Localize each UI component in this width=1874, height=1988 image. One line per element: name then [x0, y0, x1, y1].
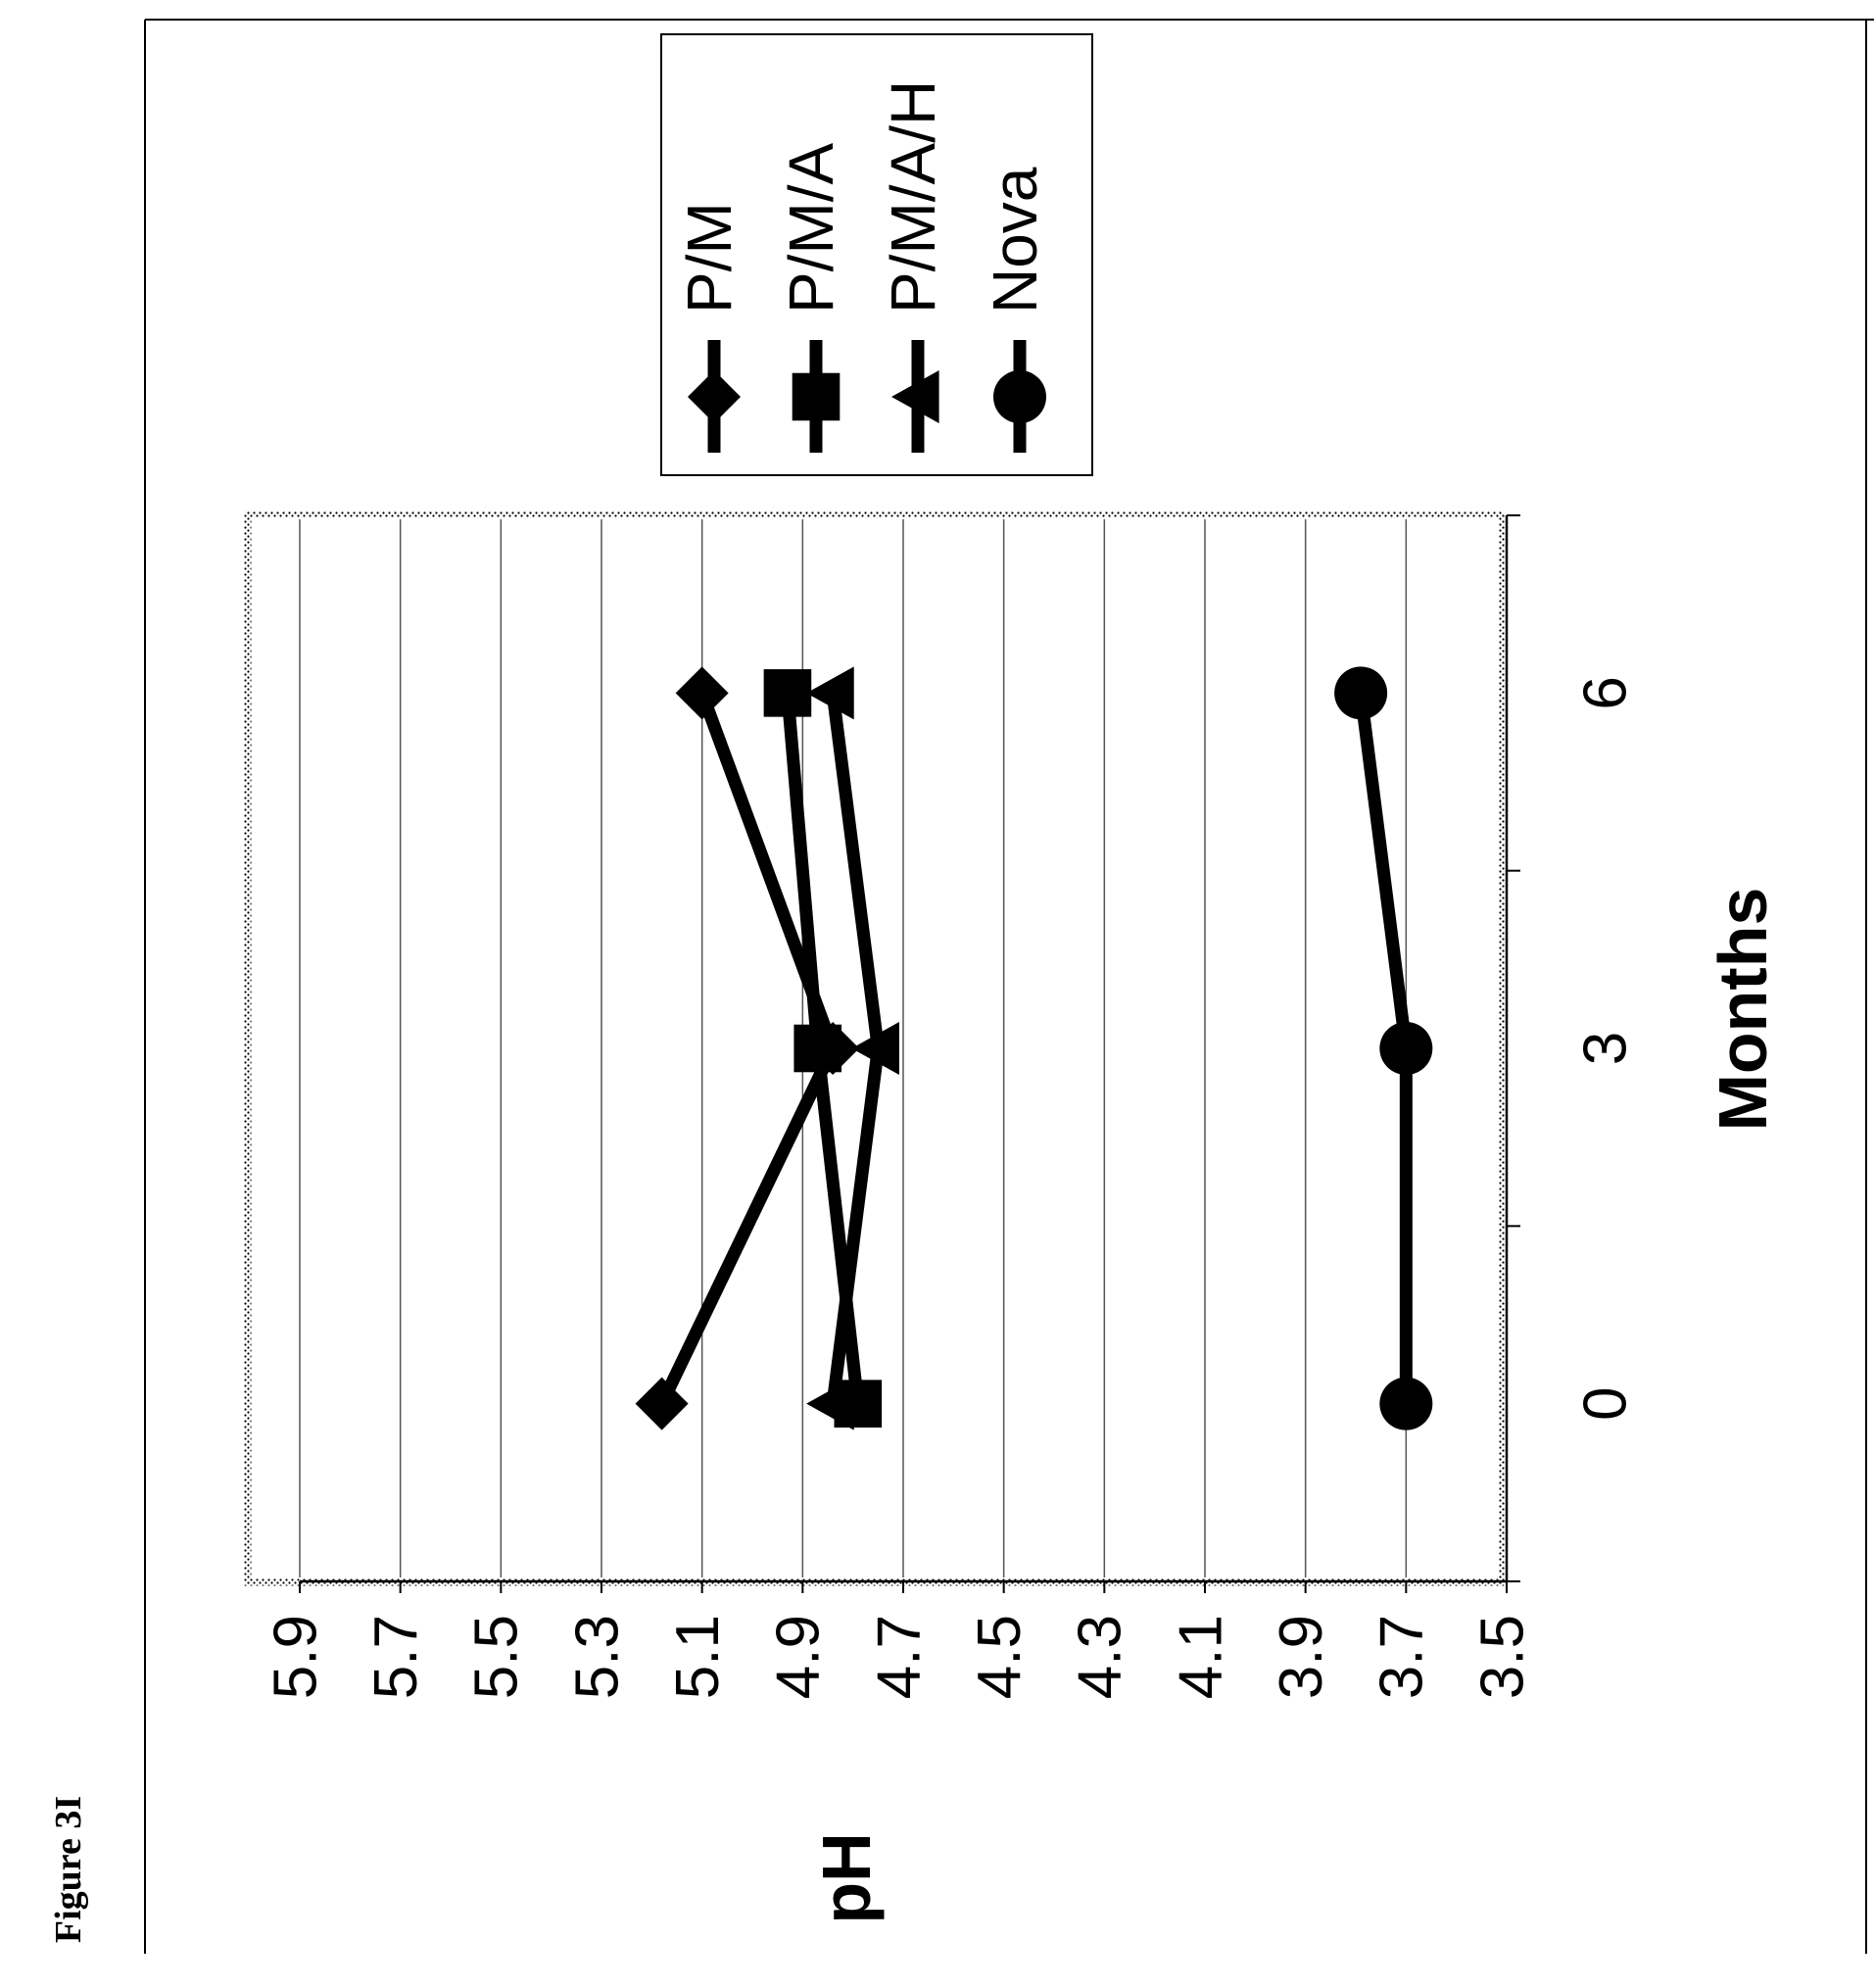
data-point-p-m-a-h	[806, 1377, 854, 1430]
data-point-nova	[1379, 1022, 1433, 1075]
data-point-p-m-a-h	[851, 1022, 899, 1075]
legend-item-p-m-a: P/M/A	[776, 142, 846, 453]
value-tick-label: 3.7	[1369, 1615, 1436, 1699]
value-tick-label: 3.5	[1468, 1615, 1536, 1699]
value-tick-label: 3.9	[1268, 1615, 1335, 1699]
legend-marker-p-m	[688, 370, 741, 423]
value-tick-label: 4.1	[1167, 1615, 1234, 1699]
y-axis-title: pH	[808, 1832, 885, 1923]
value-tick-label: 5.5	[463, 1615, 531, 1699]
figure-label: Figure 3I	[48, 1796, 89, 1943]
legend-item-p-m-a-h: P/M/A/H	[878, 80, 948, 453]
series	[635, 666, 1433, 1430]
data-point-p-m-a	[793, 1024, 842, 1073]
data-point-nova	[1334, 666, 1388, 720]
series-nova	[1334, 666, 1433, 1430]
legend-label-p-m-a-h: P/M/A/H	[878, 80, 948, 314]
month-tick-label: 6	[1571, 676, 1639, 709]
value-tick-label: 4.3	[1067, 1615, 1134, 1699]
value-tick-label: 5.3	[563, 1615, 631, 1699]
legend-marker-p-m-a	[792, 372, 841, 421]
legend: P/M P/M/A P/M/A/H Nova	[660, 33, 1093, 476]
legend-item-p-m: P/M	[674, 202, 745, 453]
legend-label-nova: Nova	[980, 167, 1050, 314]
axes	[299, 514, 1520, 1593]
x-axis-title: Months	[1705, 888, 1781, 1132]
series-p-m-a-h	[806, 666, 899, 1430]
legend-label-p-m-a: P/M/A	[776, 142, 846, 314]
value-tick-label: 5.9	[262, 1615, 329, 1699]
month-tick-label: 3	[1571, 1032, 1639, 1065]
legend-marker-nova	[993, 370, 1046, 423]
data-point-p-m-a	[763, 669, 812, 717]
value-tick-label: 4.7	[865, 1615, 933, 1699]
legend-item-nova: Nova	[980, 167, 1050, 453]
value-tick-label: 4.9	[765, 1615, 833, 1699]
legend-label-p-m: P/M	[674, 202, 745, 314]
month-tick-label: 0	[1571, 1386, 1639, 1420]
data-point-p-m-a-h	[806, 666, 854, 720]
value-tick-label: 5.7	[362, 1615, 430, 1699]
tick-labels: 5.9 5.7 5.5 5.3 5.1 4.9 4.7 4.5 4.3 4.1 3.9 3.7 3.5 0…	[262, 676, 1639, 1699]
data-point-p-m	[635, 1377, 689, 1430]
data-point-p-m	[675, 666, 729, 720]
legend-marker-p-m-a-h	[891, 370, 939, 423]
value-tick-label: 5.1	[664, 1615, 732, 1699]
value-tick-label: 4.5	[966, 1615, 1033, 1699]
data-point-nova	[1379, 1377, 1433, 1430]
